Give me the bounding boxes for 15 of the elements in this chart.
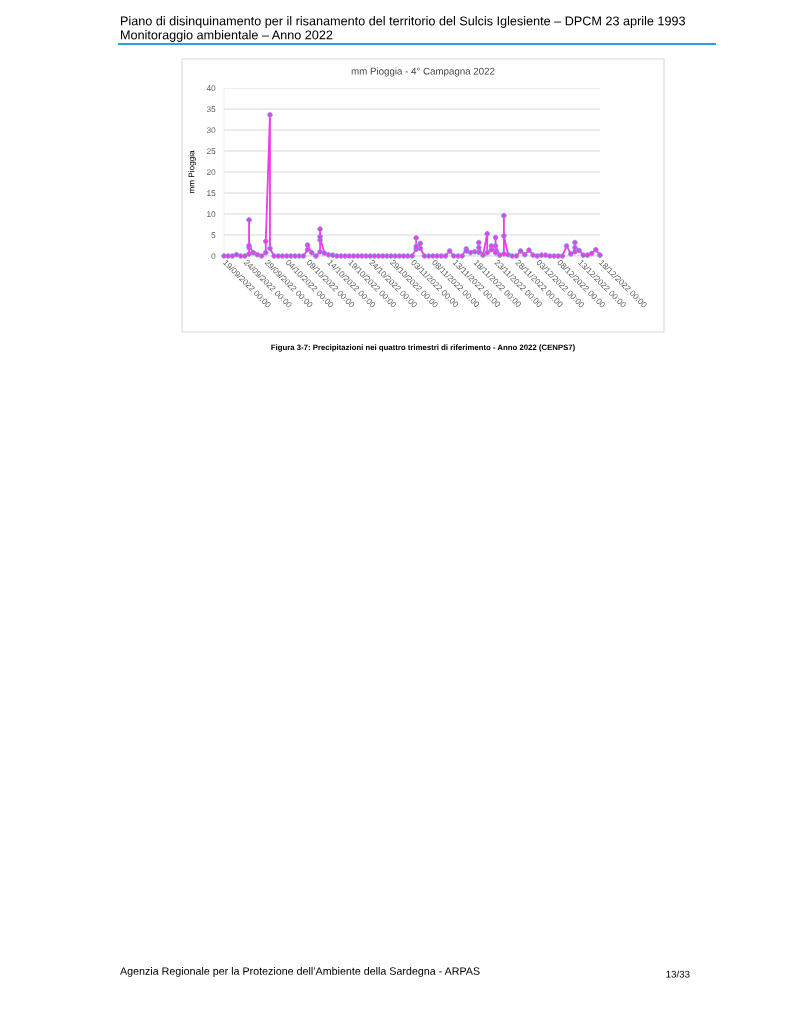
text: Agenzia Regionale per la Protezione dell’Ambiente della Sardegna - ARPAS: [120, 967, 480, 977]
text: 13/33: [666, 970, 690, 978]
y-tick-label: 20: [206, 169, 216, 176]
y-axis-title: mm Pioggia: [188, 150, 196, 194]
y-tick-label: 40: [206, 85, 216, 92]
text: Monitoraggio ambientale – Anno 2022: [121, 30, 333, 42]
y-tick-label: 35: [206, 106, 216, 113]
y-tick-label: 10: [207, 211, 216, 218]
y-tick-label: 30: [206, 127, 216, 134]
chart-title: mm Pioggia - 4° Campagna 2022: [351, 67, 495, 77]
y-tick-label: 0: [211, 253, 216, 260]
y-tick-label: 5: [211, 232, 216, 239]
y-tick-label: 25: [206, 148, 216, 155]
text: Piano di disinquinamento per il risanamento del territorio del Sulcis Iglesiente – DPCM 23 aprile 1993: [121, 16, 685, 28]
y-tick-label: 15: [207, 190, 216, 197]
